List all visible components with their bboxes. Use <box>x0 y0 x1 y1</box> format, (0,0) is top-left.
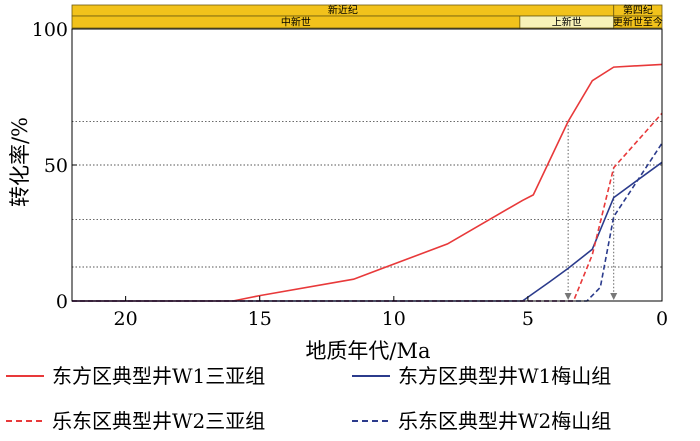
series-line-2 <box>72 112 663 302</box>
legend-label-3: 乐东区典型井W2梅山组 <box>398 409 611 433</box>
y-axis-title: 转化率/% <box>8 117 32 207</box>
period-label-1-0: 中新世 <box>281 16 311 29</box>
x-tick-label-1: 15 <box>248 308 272 330</box>
period-label-1-1: 上新世 <box>552 16 582 29</box>
period-label-1-2: 更新世至今 <box>613 16 663 29</box>
y-tick-label-0: 0 <box>56 291 68 313</box>
legend-label-2: 乐东区典型井W2三亚组 <box>52 409 265 433</box>
x-axis-title: 地质年代/Ma <box>305 339 430 363</box>
x-tick-label-4: 0 <box>656 308 668 330</box>
y-axis-ticks: 0 50 100 <box>32 19 77 313</box>
period-cell-1-2 <box>613 15 663 29</box>
legend-label-1: 东方区典型井W1梅山组 <box>398 364 611 388</box>
y-tick-label-2: 100 <box>32 19 68 41</box>
period-label-0-0: 新近纪 <box>328 4 358 17</box>
x-tick-label-3: 5 <box>522 308 534 330</box>
series-line-0 <box>72 63 663 302</box>
series-lines <box>72 63 663 302</box>
legend-label-0: 东方区典型井W1三亚组 <box>52 364 265 388</box>
series-line-3 <box>72 142 663 302</box>
x-tick-label-2: 10 <box>382 308 406 330</box>
v-ref-arrow-1 <box>610 293 618 300</box>
period-label-0-1: 第四纪 <box>623 4 653 17</box>
v-ref-arrow-0 <box>564 293 572 300</box>
y-tick-label-1: 50 <box>44 155 68 177</box>
x-axis-ticks: 20 15 10 5 0 <box>114 296 668 330</box>
reference-lines <box>72 121 662 300</box>
series-line-1 <box>72 161 663 302</box>
x-tick-label-0: 20 <box>114 308 138 330</box>
